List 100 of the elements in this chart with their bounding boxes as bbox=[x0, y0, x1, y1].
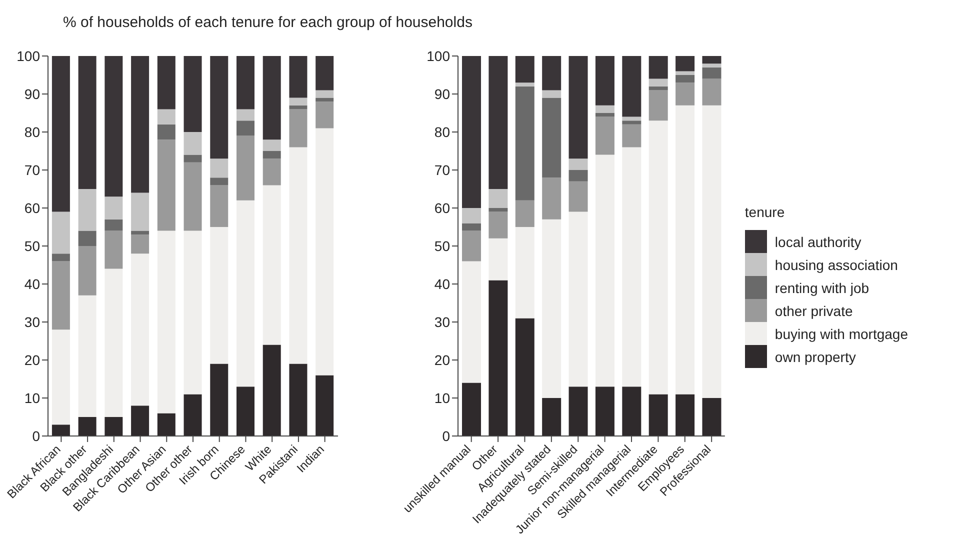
bar bbox=[210, 178, 228, 186]
bar bbox=[462, 223, 482, 231]
bar bbox=[104, 219, 123, 231]
bar bbox=[648, 394, 668, 436]
y-tick-label: 0 bbox=[442, 428, 450, 444]
bar bbox=[131, 254, 150, 406]
bar bbox=[262, 140, 281, 151]
bar bbox=[568, 158, 588, 170]
bar bbox=[104, 56, 123, 197]
legend-label: local authority bbox=[774, 234, 862, 250]
bar bbox=[316, 56, 334, 90]
bar bbox=[595, 386, 614, 436]
y-tick-label: 10 bbox=[434, 390, 450, 406]
bar bbox=[289, 98, 308, 106]
bar bbox=[52, 212, 70, 254]
bar bbox=[542, 56, 562, 90]
bar bbox=[104, 230, 123, 269]
legend-title: tenure bbox=[744, 204, 786, 220]
y-tick-label: 70 bbox=[24, 162, 40, 178]
bar bbox=[131, 56, 150, 193]
bar bbox=[78, 230, 96, 246]
bar bbox=[184, 230, 202, 394]
bar bbox=[316, 102, 334, 128]
bar bbox=[676, 56, 695, 72]
bar bbox=[542, 219, 562, 398]
bar bbox=[515, 200, 534, 227]
bar bbox=[52, 254, 70, 262]
bar bbox=[236, 120, 254, 136]
bar bbox=[488, 208, 508, 212]
bar bbox=[542, 398, 562, 436]
bar bbox=[568, 212, 588, 387]
bar bbox=[462, 56, 482, 208]
bar bbox=[104, 268, 123, 417]
bar bbox=[289, 56, 308, 98]
y-tick-label: 70 bbox=[434, 162, 450, 178]
bar bbox=[568, 170, 588, 182]
bar bbox=[462, 230, 482, 262]
bar bbox=[210, 364, 228, 436]
bar bbox=[236, 109, 254, 121]
bar bbox=[488, 189, 508, 208]
bar bbox=[568, 56, 588, 159]
bar bbox=[131, 234, 150, 254]
y-tick-label: 50 bbox=[24, 238, 40, 254]
bar bbox=[184, 394, 202, 436]
y-tick-label: 100 bbox=[16, 48, 40, 64]
bar bbox=[676, 75, 695, 83]
bar bbox=[210, 185, 228, 227]
bar bbox=[568, 386, 588, 436]
bar bbox=[648, 78, 668, 86]
bar bbox=[316, 128, 334, 376]
bar bbox=[622, 116, 642, 121]
bar bbox=[462, 382, 482, 436]
bar bbox=[515, 56, 534, 83]
y-tick-label: 40 bbox=[24, 276, 40, 292]
bar bbox=[52, 261, 70, 330]
bar bbox=[648, 120, 668, 394]
y-tick-label: 30 bbox=[24, 314, 40, 330]
bar bbox=[702, 105, 722, 398]
bar bbox=[648, 56, 668, 79]
bar bbox=[210, 158, 228, 178]
bar bbox=[236, 56, 254, 110]
bar bbox=[568, 181, 588, 212]
bar bbox=[131, 230, 150, 235]
bar bbox=[157, 413, 176, 436]
y-tick-label: 90 bbox=[434, 86, 450, 102]
y-tick-label: 50 bbox=[434, 238, 450, 254]
bar bbox=[184, 162, 202, 231]
bar bbox=[316, 98, 334, 102]
bar bbox=[157, 124, 176, 140]
bar bbox=[157, 230, 176, 414]
bar bbox=[595, 56, 614, 106]
y-tick-label: 90 bbox=[24, 86, 40, 102]
bar bbox=[157, 56, 176, 110]
bar bbox=[236, 200, 254, 387]
y-tick-label: 80 bbox=[434, 124, 450, 140]
bar bbox=[595, 113, 614, 117]
y-tick-label: 60 bbox=[24, 200, 40, 216]
bar bbox=[289, 147, 308, 364]
bar bbox=[316, 90, 334, 98]
bar bbox=[622, 56, 642, 117]
bar bbox=[676, 105, 695, 394]
bar bbox=[676, 394, 695, 436]
bar bbox=[648, 90, 668, 121]
bar bbox=[515, 86, 534, 200]
bar bbox=[648, 86, 668, 90]
y-tick-label: 40 bbox=[434, 276, 450, 292]
bar bbox=[622, 386, 642, 436]
bar bbox=[131, 192, 150, 231]
bar bbox=[78, 189, 96, 231]
chart-title: % of households of each tenure for each group of households bbox=[62, 13, 474, 33]
bar bbox=[622, 120, 642, 124]
bar bbox=[210, 227, 228, 364]
bar bbox=[262, 151, 281, 159]
bar bbox=[488, 212, 508, 238]
legend-label: buying with mortgage bbox=[774, 326, 908, 342]
bar bbox=[488, 238, 508, 280]
legend-label: housing association bbox=[774, 256, 898, 272]
bar bbox=[157, 140, 176, 231]
y-tick-label: 60 bbox=[434, 200, 450, 216]
bar bbox=[78, 295, 96, 417]
